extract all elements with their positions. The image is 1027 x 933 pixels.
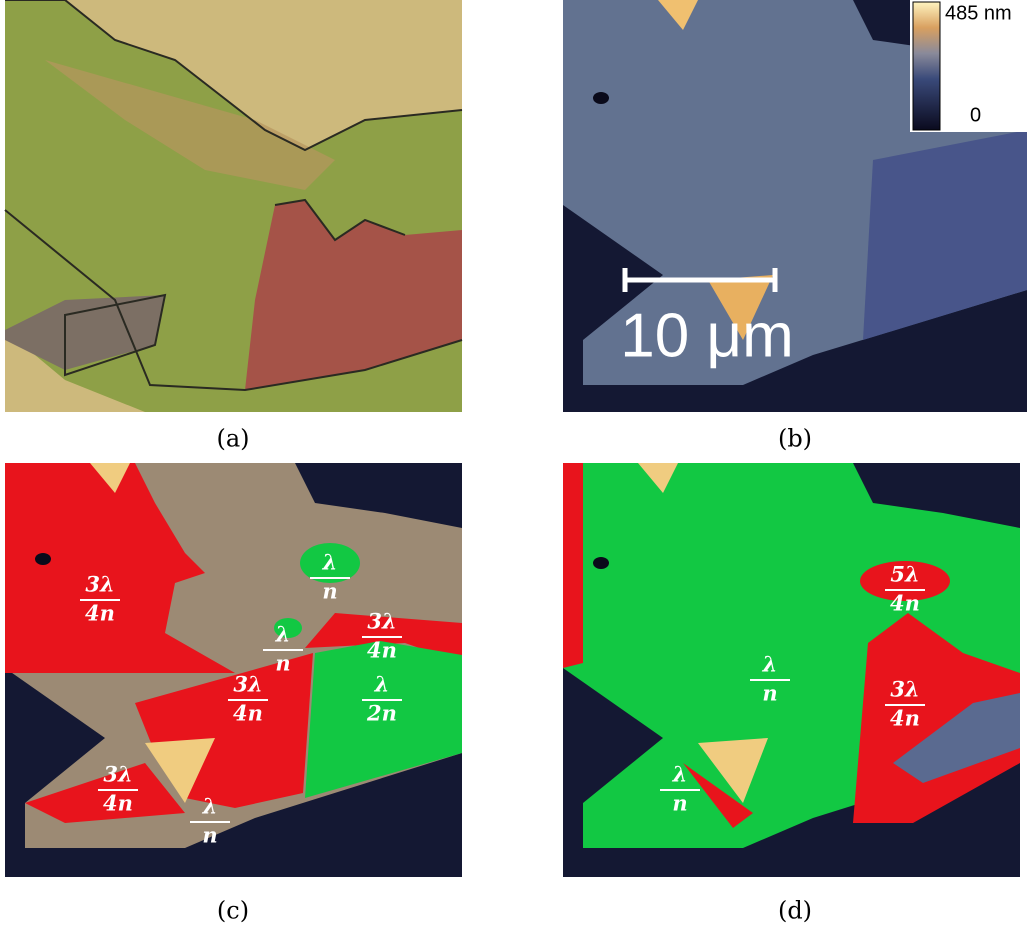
- fraction-numerator: 3λ: [890, 677, 919, 702]
- fraction-numerator: λ: [672, 762, 688, 787]
- fraction-numerator: 3λ: [233, 672, 262, 697]
- panel-label: (c): [217, 897, 249, 925]
- colorbar-min: 0: [970, 104, 981, 126]
- fraction-numerator: λ: [322, 550, 338, 575]
- panel-a-image: [5, 0, 462, 412]
- panel-label: (d): [778, 897, 812, 925]
- fraction-numerator: λ: [202, 794, 218, 819]
- fraction-denominator: n: [202, 823, 217, 848]
- fraction-denominator: 4n: [890, 706, 920, 731]
- fraction-numerator: λ: [275, 622, 291, 647]
- fraction-denominator: n: [672, 791, 687, 816]
- fraction-numerator: λ: [762, 652, 778, 677]
- fraction-numerator: 3λ: [103, 762, 132, 787]
- fraction-denominator: n: [322, 579, 337, 604]
- fraction-denominator: 4n: [890, 591, 920, 616]
- fraction-numerator: 3λ: [367, 609, 396, 634]
- colorbar-max: 485 nm: [945, 2, 1012, 24]
- panel-label: (a): [216, 425, 249, 453]
- fraction-denominator: n: [762, 681, 777, 706]
- fraction-denominator: 4n: [85, 601, 115, 626]
- fraction-denominator: 4n: [233, 701, 263, 726]
- scale-bar-label: 10 μm: [620, 301, 794, 370]
- panel-c-image: [5, 463, 462, 877]
- fraction-denominator: n: [275, 651, 290, 676]
- fraction-numerator: 5λ: [890, 562, 919, 587]
- fraction-denominator: 2n: [366, 701, 397, 726]
- fraction-denominator: 4n: [367, 638, 397, 663]
- panel-d-image: [563, 463, 1020, 877]
- fraction-numerator: λ: [374, 672, 390, 697]
- colorbar: [913, 2, 940, 130]
- figure: (a) 485 nm 0 10 μm (b) (c): [0, 0, 1027, 929]
- fraction-denominator: 4n: [103, 791, 133, 816]
- panel-label: (b): [778, 425, 812, 453]
- page: (a) 485 nm 0 10 μm (b) (c): [0, 0, 1027, 933]
- fraction-numerator: 3λ: [85, 572, 114, 597]
